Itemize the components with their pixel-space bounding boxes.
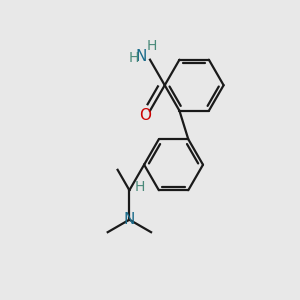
Text: N: N	[124, 212, 135, 227]
Text: H: H	[129, 51, 139, 65]
Text: H: H	[134, 180, 145, 194]
Text: H: H	[146, 40, 157, 53]
Text: N: N	[136, 49, 147, 64]
Text: O: O	[140, 108, 152, 123]
